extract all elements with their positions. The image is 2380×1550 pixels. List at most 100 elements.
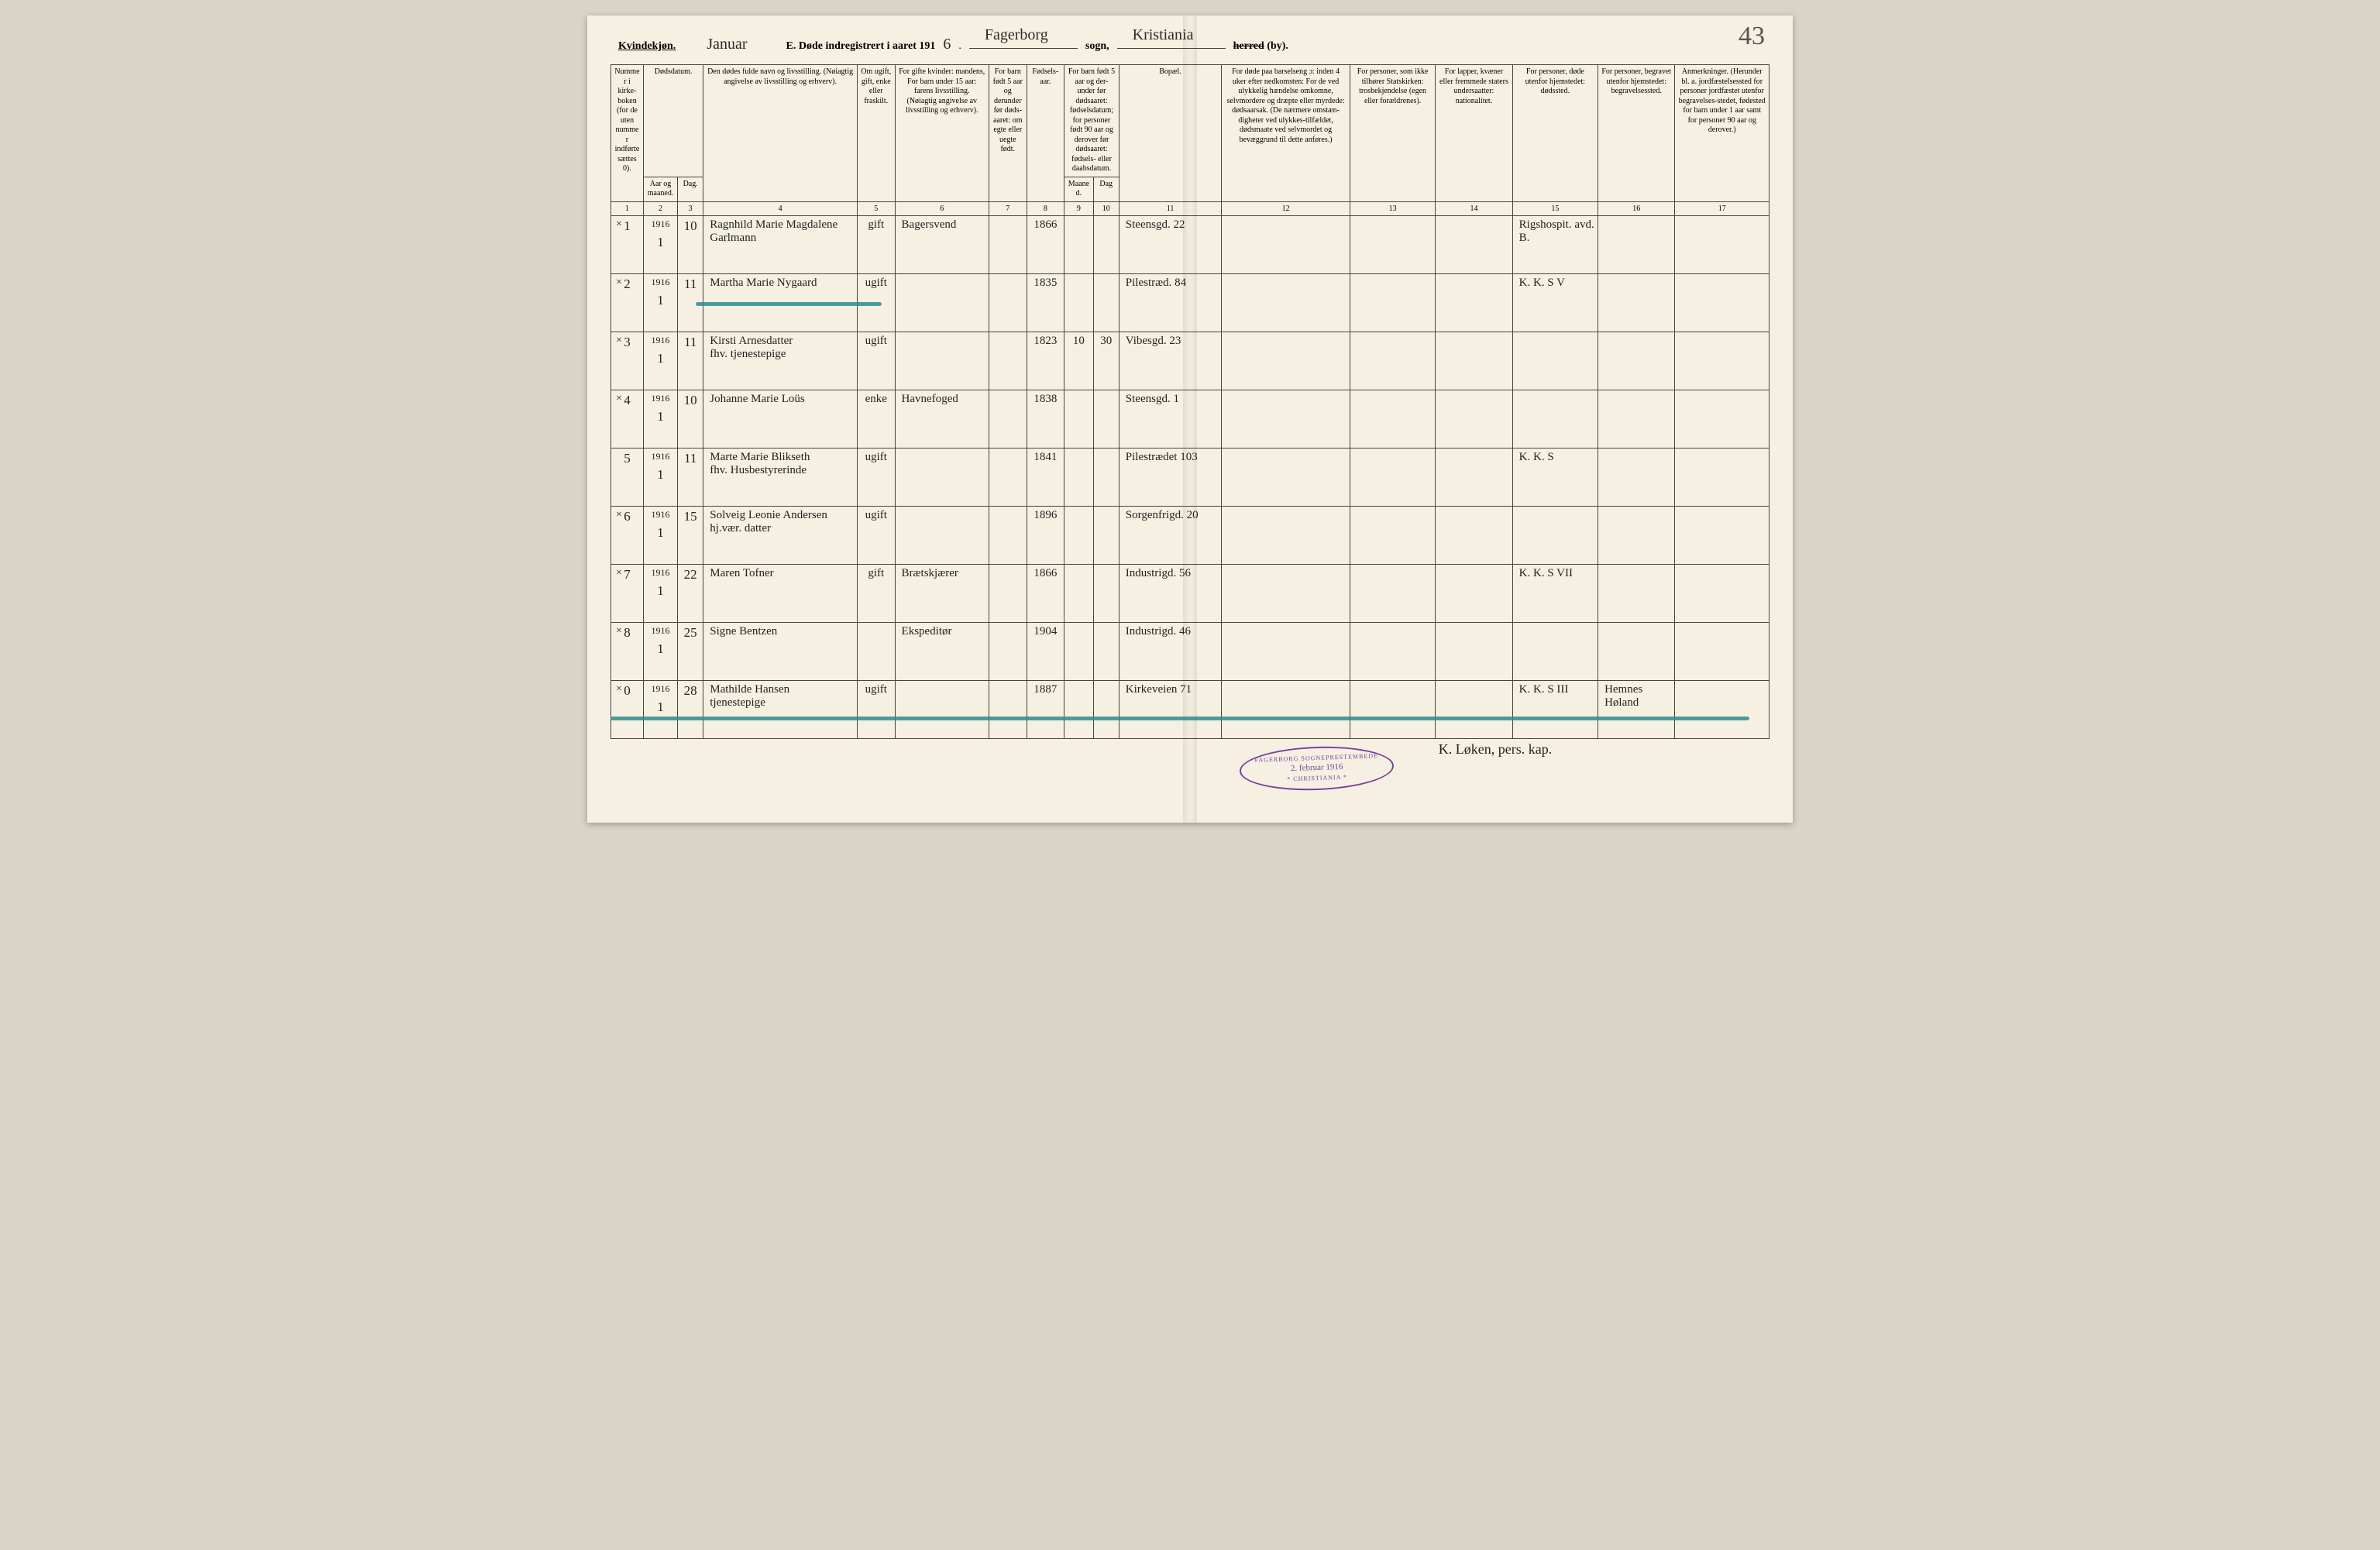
cell-c7 (989, 506, 1027, 564)
cell-c17 (1675, 273, 1770, 332)
cell-c7 (989, 273, 1027, 332)
cell-m (1064, 448, 1094, 506)
cell-c16: HemnesHøland (1598, 680, 1675, 738)
cell-day: 28 (678, 680, 703, 738)
cell-name: Solveig Leonie Andersenhj.vær. datter (703, 506, 858, 564)
table-row: ×81916125Signe BentzenEkspeditør1904Indu… (611, 622, 1770, 680)
col-9a: Maaned. (1064, 177, 1094, 201)
cell-birth: 1838 (1027, 390, 1064, 448)
cell-occ (895, 273, 989, 332)
cell-year-month: 19161 (643, 390, 677, 448)
cell-c13 (1350, 564, 1435, 622)
title-prefix: E. Døde indregistrert i aaret 191 (786, 40, 936, 53)
cell-m (1064, 215, 1094, 273)
cell-c12 (1222, 622, 1350, 680)
cell-status (857, 622, 895, 680)
gender-label: Kvindekjøn. (618, 40, 676, 53)
cell-c15 (1512, 332, 1598, 390)
cell-d (1093, 215, 1119, 273)
district-script: Kristiania (1133, 26, 1194, 44)
cell-c7 (989, 332, 1027, 390)
cell-addr: Sorgenfrigd. 20 (1119, 506, 1221, 564)
parish-label: sogn, (1085, 40, 1109, 53)
cell-year-month: 19161 (643, 273, 677, 332)
cell-status: ugift (857, 332, 895, 390)
registry-stamp: FAGERBORG SOGNEPRESTEMBEDE 2. februar 19… (1239, 744, 1395, 792)
cell-day: 15 (678, 506, 703, 564)
table-row: 51916111Marte Marie Bliksethfhv. Husbest… (611, 448, 1770, 506)
col-15: For personer, døde utenfor hjemstedet: d… (1512, 65, 1598, 202)
col-13: For personer, som ikke tilhører Statskir… (1350, 65, 1435, 202)
cell-addr: Pilestræd. 84 (1119, 273, 1221, 332)
col-16: For personer, begravet utenfor hjemstede… (1598, 65, 1675, 202)
col-number: 10 (1093, 201, 1119, 215)
table-row: ×61916115Solveig Leonie Andersenhj.vær. … (611, 506, 1770, 564)
cell-c12 (1222, 215, 1350, 273)
cell-occ (895, 332, 989, 390)
cell-year-month: 19161 (643, 448, 677, 506)
table-header: Nummer i kirke-boken (for de uten nummer… (611, 65, 1770, 216)
cell-c16 (1598, 506, 1675, 564)
cell-c14 (1436, 506, 1512, 564)
cell-c16 (1598, 273, 1675, 332)
cell-year-month: 19161 (643, 332, 677, 390)
cell-c16 (1598, 448, 1675, 506)
cell-c17 (1675, 564, 1770, 622)
cell-d (1093, 448, 1119, 506)
cell-c17 (1675, 390, 1770, 448)
cell-name: Mathilde Hansentjenestepige (703, 680, 858, 738)
page-header: Kvindekjøn. Januar E. Døde indregistrert… (618, 36, 1762, 53)
cell-c12 (1222, 680, 1350, 738)
cell-d (1093, 680, 1119, 738)
col-number: 1 (611, 201, 644, 215)
stamp-top: FAGERBORG SOGNEPRESTEMBEDE (1255, 752, 1379, 764)
cell-m (1064, 564, 1094, 622)
cell-d (1093, 390, 1119, 448)
cell-status: ugift (857, 448, 895, 506)
col-5: Om ugift, gift, enke eller fraskilt. (857, 65, 895, 202)
col-number: 14 (1436, 201, 1512, 215)
cell-n: ×8 (611, 622, 644, 680)
cell-day: 10 (678, 390, 703, 448)
cell-status: ugift (857, 506, 895, 564)
footer: FAGERBORG SOGNEPRESTEMBEDE 2. februar 19… (611, 738, 1770, 792)
cell-occ (895, 680, 989, 738)
cell-name: Marte Marie Bliksethfhv. Husbestyrerinde (703, 448, 858, 506)
cell-name: Johanne Marie Loüs (703, 390, 858, 448)
cell-n: 5 (611, 448, 644, 506)
col-9b: Dag (1093, 177, 1119, 201)
cell-day: 11 (678, 332, 703, 390)
cell-c15 (1512, 622, 1598, 680)
table-row: ×71916122Maren TofnergiftBrætskjærer1866… (611, 564, 1770, 622)
cell-c13 (1350, 506, 1435, 564)
col-number: 2 (643, 201, 677, 215)
ledger-page: 43 Kvindekjøn. Januar E. Døde indregistr… (587, 15, 1793, 823)
col-8: Fødsels-aar. (1027, 65, 1064, 202)
cell-addr: Kirkeveien 71 (1119, 680, 1221, 738)
parish-blank: Fagerborg (969, 37, 1078, 49)
ledger-table: Nummer i kirke-boken (for de uten nummer… (610, 64, 1770, 792)
cell-c13 (1350, 273, 1435, 332)
col-number: 5 (857, 201, 895, 215)
cell-day: 11 (678, 448, 703, 506)
cell-c17 (1675, 448, 1770, 506)
cell-m (1064, 680, 1094, 738)
cell-m (1064, 390, 1094, 448)
cell-c13 (1350, 390, 1435, 448)
cell-n: ×0 (611, 680, 644, 738)
col-number: 15 (1512, 201, 1598, 215)
cell-occ: Bagersvend (895, 215, 989, 273)
cell-name: Kirsti Arnesdatterfhv. tjenestepige (703, 332, 858, 390)
cell-c15 (1512, 506, 1598, 564)
cell-day: 25 (678, 622, 703, 680)
col-11: Bopæl. (1119, 65, 1221, 202)
cell-c17 (1675, 506, 1770, 564)
year-suffix: 6 (943, 36, 951, 53)
col-number: 4 (703, 201, 858, 215)
pencil-stroke (610, 717, 1749, 720)
column-number-row: 1234567891011121314151617 (611, 201, 1770, 215)
col-number: 12 (1222, 201, 1350, 215)
cell-birth: 1866 (1027, 215, 1064, 273)
table-row: ×01916128Mathilde Hansentjenestepigeugif… (611, 680, 1770, 738)
cell-addr: Pilestrædet 103 (1119, 448, 1221, 506)
